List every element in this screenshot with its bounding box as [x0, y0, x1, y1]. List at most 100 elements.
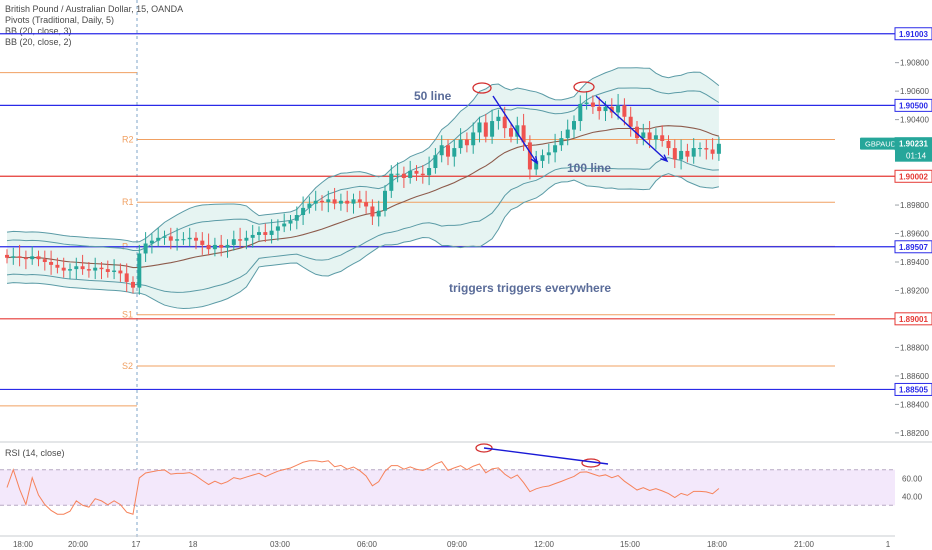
time-tick-label: 12:00 [534, 540, 555, 549]
price-badge-text: 1.89001 [899, 315, 928, 324]
candle-body [332, 199, 337, 204]
candle-body [307, 203, 312, 208]
rsi-tick-label: 40.00 [902, 492, 923, 501]
legend-title[interactable]: British Pound / Australian Dollar, 15, O… [5, 4, 184, 14]
legend-bb2[interactable]: BB (20, close, 2) [5, 37, 72, 47]
candle-body [301, 207, 306, 216]
legend-bb3[interactable]: BB (20, close, 3) [5, 26, 72, 36]
time-tick-label: 15:00 [620, 540, 641, 549]
candle-body [584, 102, 589, 104]
price-tick-label: 1.90600 [900, 87, 929, 96]
pivot-label-s2: S2 [122, 361, 133, 371]
time-tick-label: 03:00 [270, 540, 291, 549]
candle-body [439, 145, 444, 156]
candle-body [112, 270, 117, 272]
candle-body [408, 170, 413, 178]
legend-pivots[interactable]: Pivots (Traditional, Daily, 5) [5, 15, 115, 25]
candle-body [590, 102, 595, 107]
price-badge-text: 1.88505 [899, 385, 928, 394]
bb3-lower-line [6, 173, 720, 309]
candle-body [647, 132, 652, 140]
candle-body [313, 200, 318, 204]
candle-body [23, 257, 28, 260]
time-tick-label: 18:00 [13, 540, 34, 549]
price-tick-label: 1.88600 [900, 372, 929, 381]
candle-body [666, 140, 671, 149]
time-tick-label: 18:00 [707, 540, 728, 549]
candle-body [269, 230, 274, 235]
pivot-label-r2: R2 [122, 135, 134, 145]
candle-body [527, 142, 532, 170]
chart-legend: British Pound / Australian Dollar, 15, O… [5, 4, 183, 48]
candle-body [156, 237, 161, 241]
time-tick-label: 17 [132, 540, 141, 549]
candle-body [168, 236, 173, 241]
candle-body [162, 236, 167, 238]
candle-body [194, 237, 198, 241]
price-tick-label: 1.89800 [900, 201, 929, 210]
candle-body [496, 116, 501, 122]
candle-body [55, 264, 60, 268]
candle-body [5, 254, 9, 258]
price-badge [894, 382, 932, 396]
candle-body [200, 240, 205, 245]
bb3-upper-line [6, 67, 720, 243]
candle-body [42, 259, 47, 263]
time-tick-label: 21:00 [794, 540, 815, 549]
candle-body [357, 199, 362, 203]
candle-body [679, 150, 684, 160]
candle-body [376, 210, 381, 217]
price-tick-label: 1.89400 [900, 258, 929, 267]
price-badge [894, 27, 932, 41]
price-tick-label: 1.89600 [900, 230, 929, 239]
candle-body [559, 138, 564, 146]
rsi-divergence-line [483, 447, 609, 465]
price-badge [894, 98, 932, 112]
candle-body [257, 232, 261, 235]
candle-body [704, 148, 709, 150]
candle-body [370, 206, 375, 217]
candle-body [99, 267, 104, 270]
candle-body [628, 116, 633, 127]
candle-body [137, 253, 142, 288]
price-badge [894, 169, 932, 183]
candle-body [383, 190, 387, 211]
trend-arrow-line [595, 95, 668, 162]
pivot-label-r1: R1 [122, 197, 134, 207]
pivot-label-s1: S1 [122, 310, 133, 320]
time-tick-label: 18 [189, 540, 198, 549]
candle-body [653, 135, 658, 140]
candle-body [294, 215, 299, 221]
candle-body [219, 244, 224, 248]
rsi-tick-label: 60.00 [902, 475, 923, 484]
price-badge-text: 1.90500 [899, 101, 928, 110]
price-tick-label: 1.88200 [900, 429, 929, 438]
candle-body [698, 148, 702, 150]
annotation-triggers: triggers triggers everywhere [449, 281, 611, 295]
time-tick-label: 09:00 [447, 540, 468, 549]
candle-body [244, 237, 249, 241]
candle-body [231, 239, 236, 245]
candle-body [30, 256, 35, 260]
candle-body [691, 148, 696, 157]
candle-body [483, 122, 488, 137]
candle-body [452, 148, 457, 157]
candle-body [515, 125, 520, 137]
price-tick-label: 1.89200 [900, 286, 929, 295]
time-tick-label: 20:00 [68, 540, 89, 549]
price-tick-label: 1.88800 [900, 343, 929, 352]
candle-body [238, 239, 243, 241]
candle-body [395, 173, 400, 175]
price-badge-text: 1.89507 [899, 243, 928, 252]
candle-body [263, 232, 268, 235]
candle-body [414, 170, 419, 174]
bollinger-band-fill [7, 67, 719, 309]
candle-body [534, 160, 539, 170]
price-badge-text: 1.90002 [899, 172, 928, 181]
candle-body [685, 150, 690, 157]
candle-body [124, 273, 129, 282]
rsi-legend[interactable]: RSI (14, close) [5, 448, 65, 458]
price-badge-text: 1.91003 [899, 30, 928, 39]
candle-body [572, 121, 576, 130]
